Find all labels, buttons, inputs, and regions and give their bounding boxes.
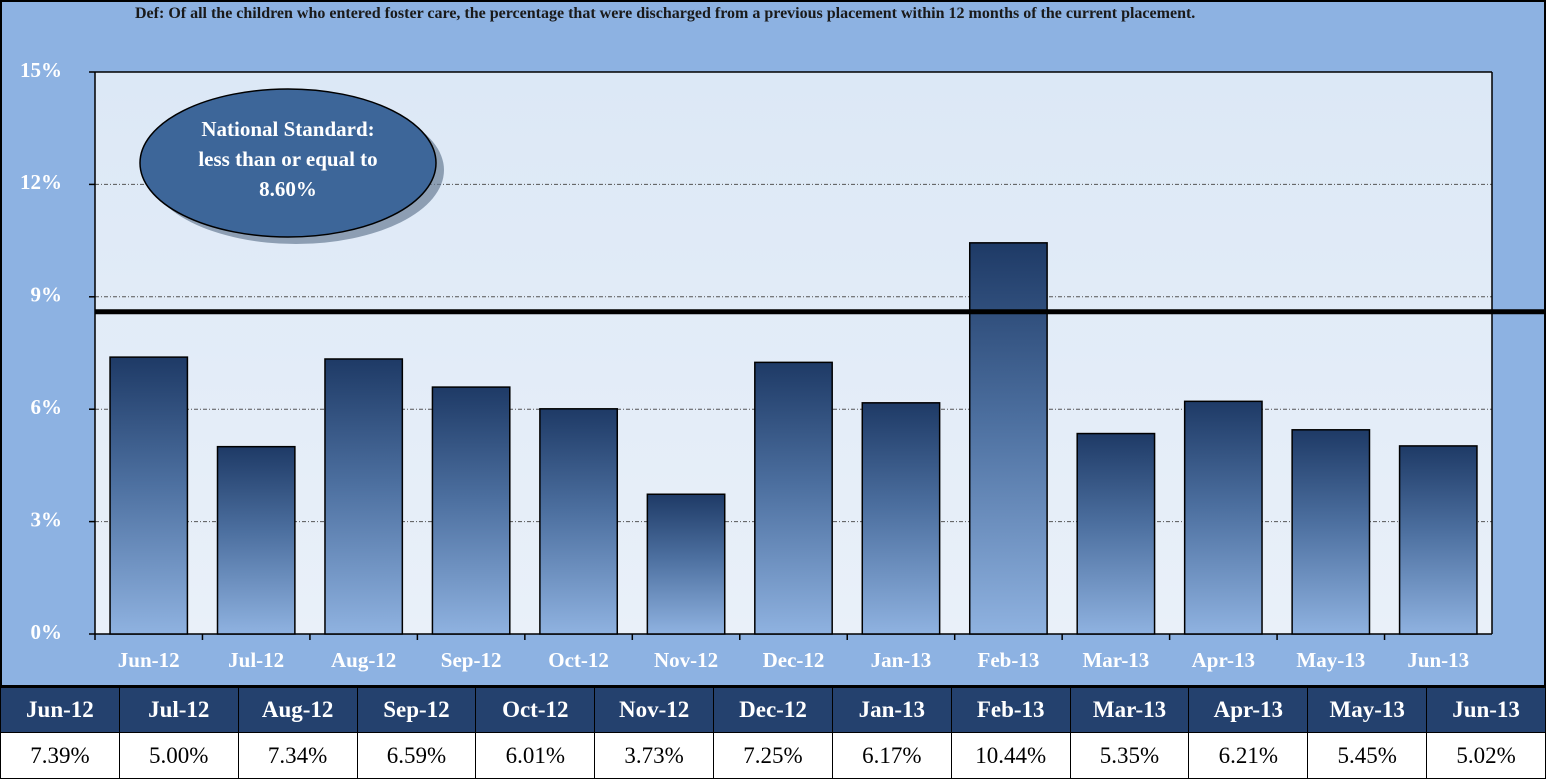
table-value-cell: 7.34% (237, 732, 358, 779)
table-value-cell: 6.59% (356, 732, 477, 779)
bar (754, 361, 833, 635)
table-header: Jun-12 Jul-12 Aug-12 Sep-12 Oct-12 Nov-12 Dec-… (0, 687, 1546, 733)
chart: 0% 3% 6% 9% 12% 15% Jun-12 Jul-12 Aug-12 Sep-12 Oc… (0, 0, 1546, 687)
bar (861, 402, 941, 635)
table-header-cell: Jun-13 (1426, 687, 1546, 733)
bar (216, 445, 296, 635)
x-tick-label: Mar-13 (1082, 648, 1149, 672)
bar (646, 493, 726, 635)
table-value-cell: 5.35% (1069, 732, 1190, 779)
x-tick-label: Jun-12 (118, 648, 180, 672)
bar (539, 408, 619, 635)
x-tick-label: Jan-13 (871, 648, 932, 672)
table-value-cell: 10.44% (950, 732, 1071, 779)
table-header-cell: Aug-12 (237, 687, 358, 733)
x-tick-label: Dec-12 (763, 648, 825, 672)
table-values: 7.39% 5.00% 7.34% 6.59% 6.01% 3.73% 7.25% 6.17%… (0, 732, 1546, 779)
y-tick-label: 9% (31, 283, 63, 307)
bar (1398, 445, 1478, 635)
table-header-cell: Jun-12 (0, 687, 120, 733)
table-header-cell: Sep-12 (356, 687, 477, 733)
table-header-cell: Mar-13 (1069, 687, 1190, 733)
x-tick-label: Apr-13 (1192, 648, 1255, 672)
table-value-cell: 6.17% (831, 732, 952, 779)
x-tick-label: Feb-13 (978, 648, 1040, 672)
y-tick-label: 0% (31, 620, 63, 644)
table-header-cell: May-13 (1307, 687, 1428, 733)
chart-title: Def: Of all the children who entered fos… (135, 5, 1196, 22)
bar (324, 358, 404, 635)
table-value-cell: 7.25% (713, 732, 833, 779)
x-tick-label: May-13 (1296, 648, 1365, 672)
table-header-cell: Apr-13 (1188, 687, 1309, 733)
x-tick-label: Sep-12 (441, 648, 502, 672)
table-header-cell: Jan-13 (831, 687, 952, 733)
x-tick-label: Nov-12 (654, 648, 718, 672)
data-table: Jun-12 Jul-12 Aug-12 Sep-12 Oct-12 Nov-12 Dec-… (0, 687, 1546, 779)
x-tick-label: Aug-12 (331, 648, 396, 672)
table-value-cell: 7.39% (0, 732, 120, 779)
table-value-cell: 5.00% (118, 732, 239, 779)
y-tick-label: 3% (31, 507, 63, 531)
x-tick-label: Jul-12 (228, 648, 284, 672)
table-value-cell: 3.73% (594, 732, 715, 779)
table-value-cell: 6.21% (1188, 732, 1309, 779)
x-tick-label: Oct-12 (548, 648, 609, 672)
bar (1291, 429, 1371, 635)
table-value-cell: 6.01% (475, 732, 596, 779)
table-header-cell: Feb-13 (950, 687, 1071, 733)
annotation-text: 8.60% (259, 177, 317, 201)
x-tick-label: Jun-13 (1407, 648, 1469, 672)
annotation-text: National Standard: (201, 117, 374, 141)
annotation-bubble (139, 88, 437, 238)
table-header-cell: Oct-12 (475, 687, 596, 733)
table-header-cell: Jul-12 (118, 687, 239, 733)
table-value-cell: 5.45% (1307, 732, 1428, 779)
y-tick-label: 15% (20, 58, 62, 82)
bar (968, 242, 1048, 635)
bar (1076, 432, 1156, 635)
bar (109, 356, 189, 635)
table-header-cell: Dec-12 (713, 687, 833, 733)
bar (1183, 400, 1263, 635)
y-tick-label: 12% (20, 170, 62, 194)
y-tick-label: 6% (31, 395, 63, 419)
annotation-text: less than or equal to (198, 147, 377, 171)
bar (431, 386, 511, 635)
table-value-cell: 5.02% (1426, 732, 1546, 779)
table-header-cell: Nov-12 (594, 687, 715, 733)
